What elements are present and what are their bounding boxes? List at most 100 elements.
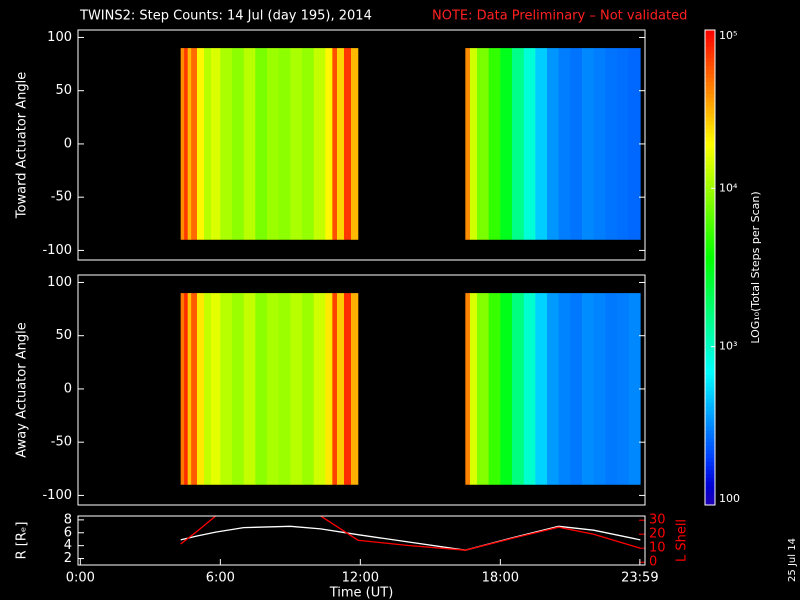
heat-cell	[344, 48, 352, 240]
colorbar-step	[705, 390, 715, 395]
colorbar-step	[705, 204, 715, 209]
heat-cell	[570, 48, 583, 240]
heat-cell	[500, 48, 513, 240]
heat-cell	[220, 293, 233, 485]
colorbar-step	[705, 307, 715, 312]
x-tick-label: 12:00	[342, 571, 379, 586]
colorbar-step	[705, 65, 715, 71]
colorbar-step	[705, 315, 715, 320]
heat-cell	[488, 293, 501, 485]
colorbar-step	[705, 140, 715, 146]
y-tick-label: 100	[47, 275, 72, 290]
colorbar-step	[705, 144, 715, 150]
colorbar-step	[705, 406, 715, 411]
heat-cell	[191, 293, 198, 485]
x-tick-label: 18:00	[482, 571, 519, 586]
colorbar-step	[705, 223, 715, 229]
heat-cell	[204, 48, 212, 240]
colorbar-step	[705, 156, 715, 162]
colorbar-step	[705, 362, 715, 367]
heat-cell	[547, 293, 559, 485]
y-tick-label: 100	[47, 30, 72, 45]
colorbar-step	[705, 61, 715, 67]
heat-cell	[197, 48, 205, 240]
heat-cell	[187, 293, 192, 485]
colorbar-step	[705, 374, 715, 379]
y-tick-label: 2	[64, 551, 72, 566]
colorbar-step	[705, 109, 715, 114]
heat-cell	[325, 293, 333, 485]
colorbar-step	[705, 128, 715, 134]
heat-cell	[547, 48, 559, 240]
colorbar-step	[705, 473, 715, 478]
colorbar-step	[705, 196, 715, 201]
colorbar-step	[705, 350, 715, 356]
colorbar-step	[705, 441, 715, 447]
colorbar-step	[705, 200, 715, 205]
colorbar-step	[705, 73, 715, 78]
colorbar-step	[705, 322, 715, 328]
y-tick-label: 4	[64, 538, 72, 553]
colorbar-step	[705, 394, 715, 399]
heat-cell	[351, 293, 359, 485]
colorbar-step	[705, 279, 715, 284]
chart-title: TWINS2: Step Counts: 14 Jul (day 195), 2…	[79, 9, 372, 24]
colorbar-step	[705, 410, 715, 415]
colorbar-tick-label: 100	[719, 492, 740, 505]
heat-cell	[465, 293, 471, 485]
heat-cell	[191, 48, 198, 240]
colorbar-step	[705, 299, 715, 304]
colorbar-step	[705, 152, 715, 158]
x-tick-label: 23:59	[621, 571, 658, 586]
colorbar-step	[705, 461, 715, 466]
colorbar-step	[705, 85, 715, 90]
heat-cell	[512, 293, 524, 485]
heat-cell	[470, 48, 478, 240]
heat-cell	[488, 48, 501, 240]
colorbar-step	[705, 33, 715, 39]
colorbar-step	[705, 235, 715, 241]
colorbar-step	[705, 485, 715, 490]
colorbar-step	[705, 105, 715, 110]
y-tick-label: 8	[64, 512, 72, 527]
colorbar-step	[705, 493, 715, 498]
heat-cell	[535, 48, 548, 240]
heat-cell	[582, 48, 594, 240]
heat-cell	[211, 48, 221, 240]
heat-cell	[500, 293, 513, 485]
colorbar-step	[705, 287, 715, 292]
colorbar-step	[705, 497, 715, 502]
plot-area	[180, 516, 641, 551]
colorbar-step	[705, 41, 715, 47]
y-tick-label: -50	[51, 435, 72, 450]
colorbar-step	[705, 481, 715, 486]
colorbar-step	[705, 437, 715, 443]
x-axis-label: Time (UT)	[329, 586, 394, 600]
colorbar-step	[705, 180, 715, 185]
heat-cell	[558, 48, 571, 240]
colorbar-step	[705, 366, 715, 371]
heat-cell	[211, 293, 221, 485]
heat-cell	[187, 48, 192, 240]
line	[180, 525, 641, 551]
heat-cell	[593, 293, 606, 485]
heat-cell	[570, 293, 583, 485]
colorbar-step	[705, 346, 715, 352]
colorbar-step	[705, 188, 715, 193]
colorbar-step	[705, 239, 715, 245]
colorbar-step	[705, 275, 715, 280]
colorbar-step	[705, 93, 715, 98]
colorbar-step	[705, 469, 715, 474]
y-tick-label: 6	[64, 525, 72, 540]
heat-cell	[302, 293, 314, 485]
x-tick-label: 6:00	[206, 571, 235, 586]
heat-cell	[470, 293, 478, 485]
heat-cell	[278, 48, 291, 240]
y2-tick-label: 0	[649, 555, 657, 570]
heat-cell	[628, 293, 641, 485]
colorbar-step	[705, 378, 715, 383]
heat-cell	[558, 293, 571, 485]
x-tick-label: 0:00	[66, 571, 95, 586]
heat-cell	[593, 48, 606, 240]
colorbar-step	[705, 382, 715, 387]
